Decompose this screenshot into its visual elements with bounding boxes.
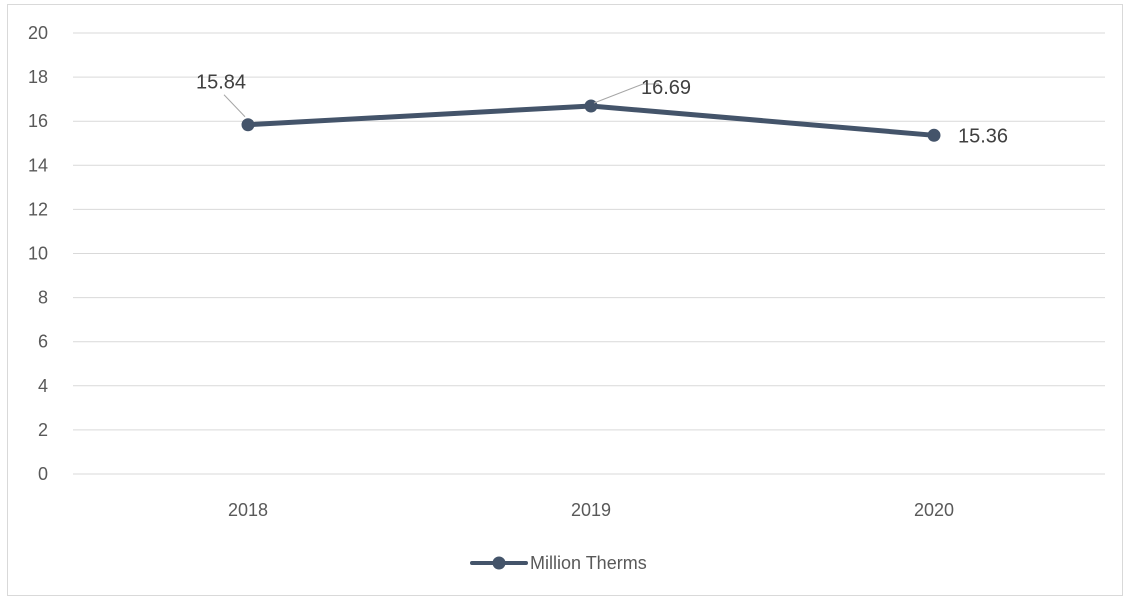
x-axis-tick-labels: 2018 2019 2020 xyxy=(228,500,954,520)
data-point-marker xyxy=(241,118,255,132)
data-label: 15.36 xyxy=(958,125,1008,147)
data-label: 15.84 xyxy=(196,72,246,94)
y-tick-label: 6 xyxy=(38,332,48,352)
x-tick-label: 2019 xyxy=(571,500,611,520)
y-tick-label: 2 xyxy=(38,420,48,440)
y-tick-label: 4 xyxy=(38,376,48,396)
data-point-marker xyxy=(584,99,598,113)
chart-frame xyxy=(7,4,1123,596)
x-tick-label: 2018 xyxy=(228,500,268,520)
y-tick-label: 10 xyxy=(28,244,48,264)
y-tick-label: 12 xyxy=(28,199,48,219)
y-tick-label: 14 xyxy=(28,155,48,175)
y-tick-label: 16 xyxy=(28,111,48,131)
data-label: 16.69 xyxy=(641,77,691,99)
data-point-marker xyxy=(927,128,941,142)
legend: Million Therms xyxy=(470,553,647,573)
y-tick-label: 8 xyxy=(38,288,48,308)
y-tick-label: 18 xyxy=(28,67,48,87)
data-labels: 15.84 16.69 15.36 xyxy=(196,72,1008,148)
legend-series-marker-icon xyxy=(492,556,506,570)
leader-line xyxy=(593,83,659,104)
legend-series-label: Million Therms xyxy=(530,553,647,573)
x-tick-label: 2020 xyxy=(914,500,954,520)
leader-line xyxy=(223,94,246,118)
y-tick-label: 0 xyxy=(38,464,48,484)
y-axis-tick-labels: 0 2 4 6 8 10 12 14 16 18 20 xyxy=(28,23,48,484)
series-million-therms xyxy=(241,99,941,142)
y-tick-label: 20 xyxy=(28,23,48,43)
